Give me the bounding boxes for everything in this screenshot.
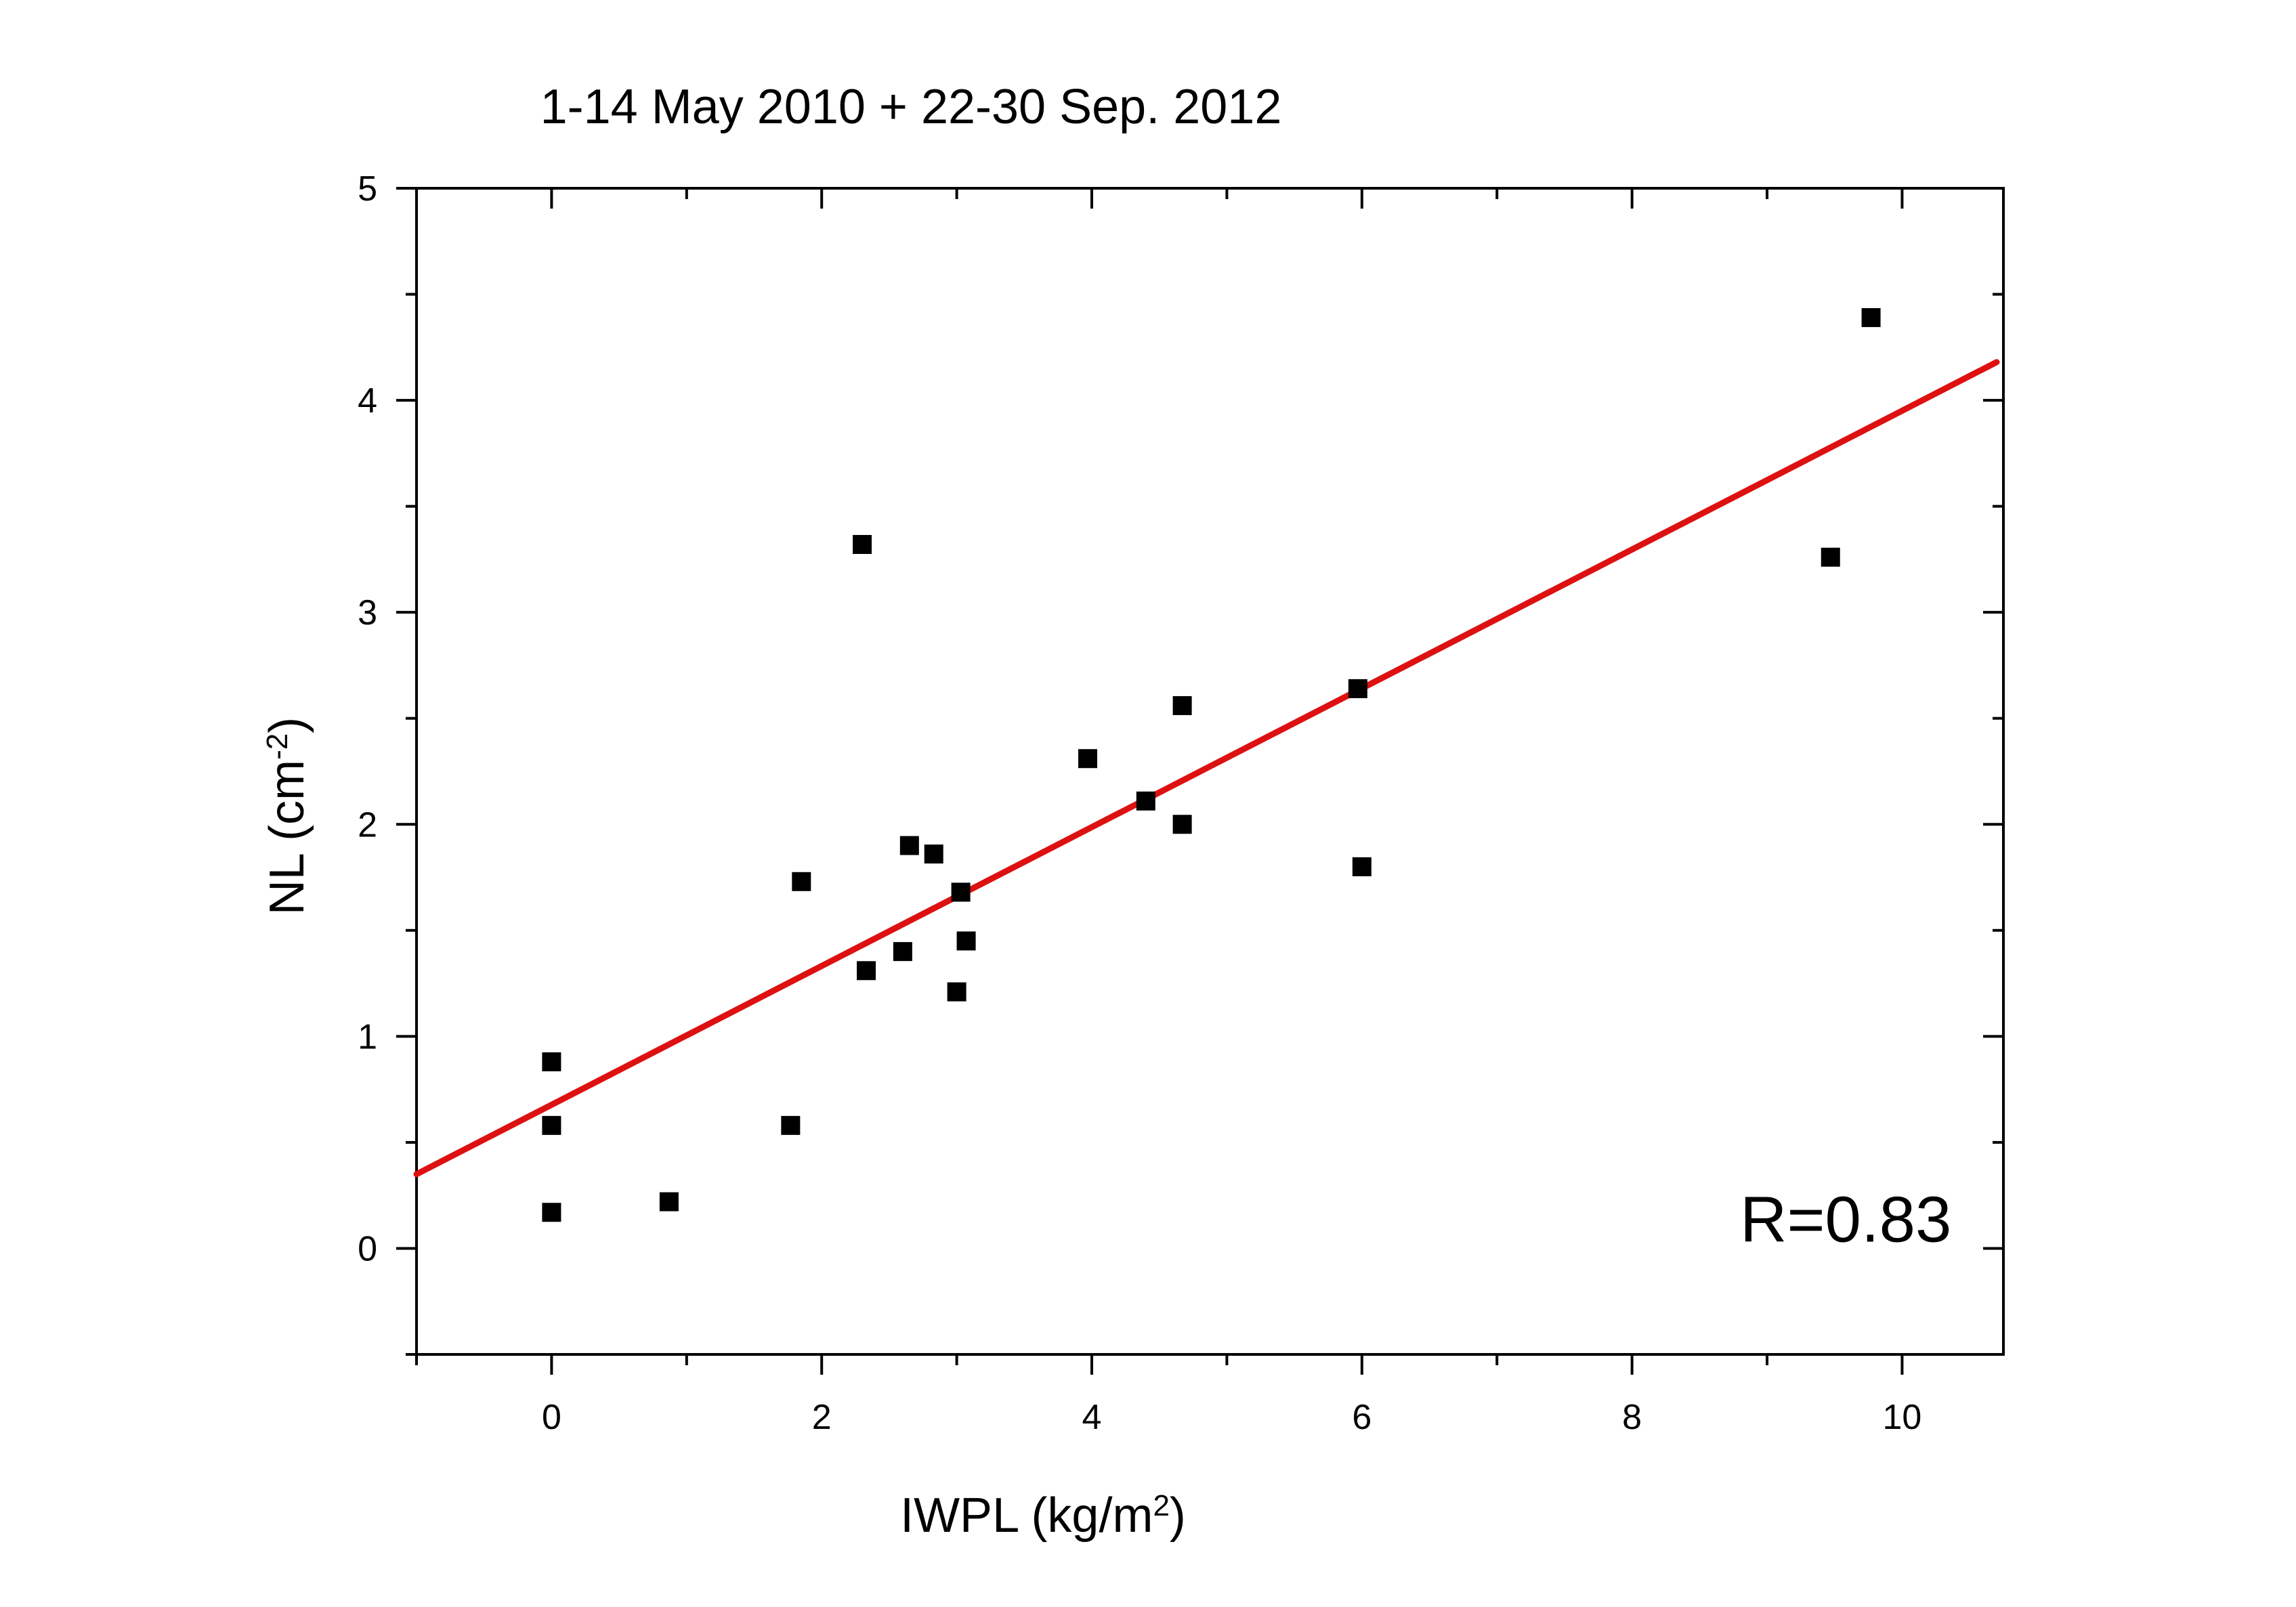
regression-line-layer — [413, 359, 2000, 1178]
data-point — [951, 882, 971, 902]
x-tick-label: 8 — [1622, 1398, 1642, 1437]
axis-ticks — [396, 187, 2003, 1375]
data-point — [1348, 679, 1367, 698]
data-point — [956, 931, 976, 951]
data-point — [1172, 815, 1192, 834]
y-tick-label: 3 — [358, 593, 377, 633]
regression-line — [413, 359, 2000, 1178]
correlation-annotation: R=0.83 — [1740, 1184, 1951, 1256]
x-axis-title: IWPL (kg/m2) — [900, 1488, 1186, 1543]
data-point — [893, 942, 912, 962]
data-point — [542, 1203, 561, 1222]
data-point — [659, 1192, 679, 1212]
data-point — [1861, 307, 1881, 327]
y-tick-label: 2 — [358, 805, 377, 844]
data-point — [1821, 547, 1840, 567]
data-point — [899, 836, 919, 855]
y-tick-label: 0 — [358, 1229, 377, 1268]
data-point — [1078, 749, 1098, 769]
data-point — [1352, 857, 1372, 876]
data-point — [542, 1115, 561, 1135]
x-tick-label: 4 — [1082, 1398, 1102, 1437]
data-point — [1136, 791, 1155, 811]
data-point — [542, 1052, 561, 1071]
data-point — [792, 872, 811, 891]
data-points — [542, 307, 1881, 1222]
plot-frame — [415, 187, 2005, 1356]
x-tick-label: 6 — [1352, 1398, 1372, 1437]
data-point — [947, 982, 966, 1002]
tick-labels: 0 2 4 6 8 10 0 1 2 3 4 5 — [358, 169, 1921, 1437]
data-point — [853, 534, 872, 554]
data-point — [1172, 695, 1192, 715]
data-point — [924, 844, 943, 864]
x-tick-label: 2 — [812, 1398, 832, 1437]
data-point — [857, 961, 876, 981]
y-tick-label: 1 — [358, 1017, 377, 1056]
x-tick-label: 10 — [1883, 1398, 1922, 1437]
y-tick-label: 5 — [358, 169, 377, 209]
chart-title: 1-14 May 2010 + 22-30 Sep. 2012 — [540, 80, 1282, 134]
data-point — [781, 1115, 801, 1135]
y-tick-label: 4 — [358, 381, 377, 421]
y-axis-title: NL (cm-2) — [260, 717, 314, 915]
x-tick-label: 0 — [542, 1398, 561, 1437]
plot-border — [415, 187, 2005, 1356]
